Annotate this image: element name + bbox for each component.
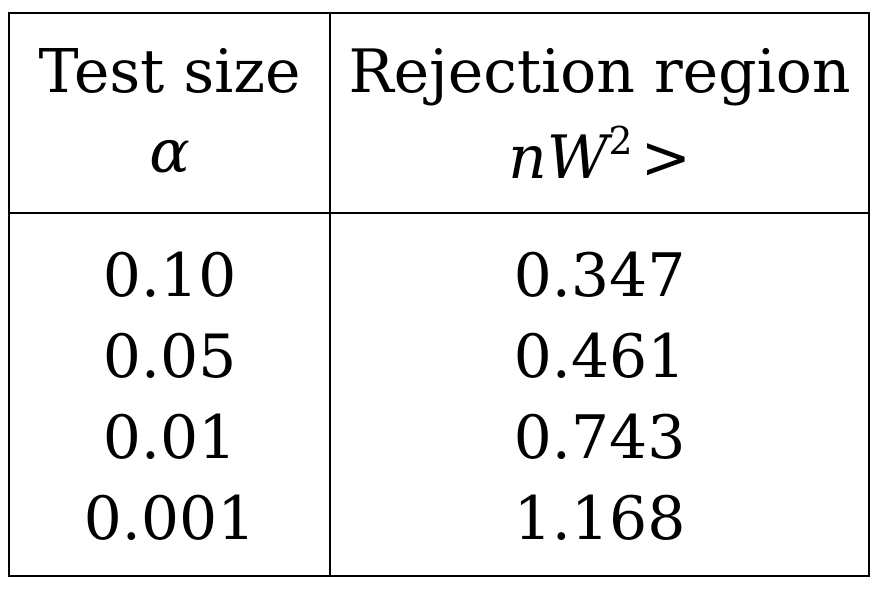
statistic-exponent: 2 (608, 119, 633, 163)
statistic-variable: nW (508, 123, 609, 193)
header-test-size: Test size (38, 37, 301, 107)
header-alpha: α (149, 117, 190, 187)
rejection-region-table: Test size α Rejection region nW2 > 0.10 0… (8, 12, 870, 577)
column-divider (329, 14, 331, 575)
test-size-cell: 0.001 (83, 484, 256, 554)
header-statistic: nW2 > (331, 122, 868, 188)
rejection-cell: 0.743 (513, 403, 686, 473)
test-size-cell: 0.10 (102, 241, 237, 311)
header-divider (10, 212, 868, 214)
header-rejection-region: Rejection region (348, 37, 851, 107)
rejection-cell: 0.347 (513, 241, 686, 311)
rejection-cell: 0.461 (513, 322, 686, 392)
test-size-cell: 0.05 (102, 322, 237, 392)
test-size-cell: 0.01 (102, 403, 237, 473)
statistic-operator: > (640, 123, 691, 193)
rejection-cell: 1.168 (513, 484, 686, 554)
